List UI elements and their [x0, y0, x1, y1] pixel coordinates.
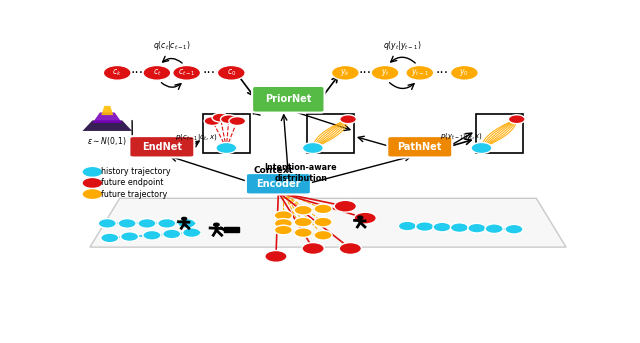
Circle shape	[216, 142, 237, 154]
Circle shape	[468, 223, 486, 233]
Circle shape	[143, 66, 171, 80]
Circle shape	[451, 66, 478, 80]
Text: future trajectory: future trajectory	[101, 190, 167, 199]
Circle shape	[100, 233, 119, 243]
Circle shape	[214, 223, 219, 226]
Circle shape	[294, 217, 312, 227]
FancyBboxPatch shape	[476, 115, 523, 153]
Text: $y_{t-1}$: $y_{t-1}$	[411, 67, 429, 78]
FancyBboxPatch shape	[129, 136, 195, 157]
Circle shape	[275, 218, 292, 228]
Circle shape	[229, 117, 246, 126]
Circle shape	[182, 228, 200, 237]
Circle shape	[103, 66, 131, 80]
Circle shape	[303, 142, 323, 154]
Circle shape	[220, 115, 237, 123]
Circle shape	[371, 66, 399, 80]
FancyBboxPatch shape	[203, 115, 250, 153]
Circle shape	[163, 229, 180, 239]
Text: PathNet: PathNet	[397, 142, 442, 152]
Circle shape	[158, 218, 176, 228]
Text: Context: Context	[253, 166, 293, 175]
Text: Intention-aware
distribution: Intention-aware distribution	[264, 163, 337, 183]
Circle shape	[398, 221, 417, 231]
Text: ···: ···	[131, 66, 143, 80]
Circle shape	[340, 115, 356, 123]
Circle shape	[485, 224, 503, 234]
Text: $y_t$: $y_t$	[381, 67, 390, 78]
Circle shape	[471, 142, 492, 154]
Circle shape	[173, 66, 200, 80]
Text: $c_t$: $c_t$	[153, 68, 161, 78]
FancyBboxPatch shape	[224, 227, 239, 233]
Circle shape	[334, 200, 356, 212]
Circle shape	[118, 218, 136, 228]
Polygon shape	[101, 106, 113, 115]
Circle shape	[339, 243, 362, 255]
Circle shape	[433, 222, 451, 232]
Polygon shape	[90, 198, 566, 247]
Text: ···: ···	[202, 66, 216, 80]
Circle shape	[314, 230, 332, 240]
Circle shape	[332, 66, 359, 80]
Circle shape	[218, 66, 245, 80]
Circle shape	[314, 217, 332, 227]
Text: history trajectory: history trajectory	[101, 167, 170, 176]
Circle shape	[358, 216, 363, 219]
Text: $c_{t-1}$: $c_{t-1}$	[178, 68, 195, 78]
Text: $p(y_{t-1}|y_t, x)$: $p(y_{t-1}|y_t, x)$	[440, 131, 483, 142]
FancyBboxPatch shape	[307, 115, 354, 153]
Circle shape	[416, 222, 434, 232]
Circle shape	[212, 113, 228, 122]
Circle shape	[143, 230, 161, 240]
Circle shape	[314, 204, 332, 214]
Polygon shape	[92, 113, 122, 123]
Circle shape	[508, 115, 525, 123]
Text: $c_k$: $c_k$	[113, 68, 122, 78]
Text: $p(c_{t-1}|c_t, x)$: $p(c_{t-1}|c_t, x)$	[175, 132, 218, 143]
Text: EndNet: EndNet	[142, 142, 182, 152]
Circle shape	[275, 211, 292, 220]
Text: ···: ···	[435, 66, 449, 80]
Circle shape	[294, 205, 312, 215]
Circle shape	[354, 212, 376, 224]
FancyBboxPatch shape	[387, 136, 452, 157]
FancyBboxPatch shape	[246, 173, 311, 194]
Text: $c_0$: $c_0$	[227, 68, 236, 78]
Text: Encoder: Encoder	[256, 179, 301, 189]
Text: $q(y_t|y_{t-1})$: $q(y_t|y_{t-1})$	[383, 39, 422, 52]
Circle shape	[302, 243, 324, 255]
Circle shape	[275, 225, 292, 235]
Text: ···: ···	[358, 66, 372, 80]
Text: $y_0$: $y_0$	[460, 67, 469, 78]
Text: $q(c_t|c_{t-1})$: $q(c_t|c_{t-1})$	[153, 39, 191, 52]
Circle shape	[99, 218, 116, 228]
Circle shape	[178, 218, 196, 228]
Circle shape	[505, 224, 523, 234]
Polygon shape	[83, 120, 132, 131]
Circle shape	[265, 250, 287, 262]
Circle shape	[138, 218, 156, 228]
Circle shape	[204, 117, 221, 126]
Circle shape	[82, 166, 103, 177]
Circle shape	[82, 177, 103, 189]
Text: $y_k$: $y_k$	[340, 67, 350, 78]
Circle shape	[82, 189, 103, 200]
Circle shape	[120, 232, 139, 241]
Circle shape	[182, 217, 187, 220]
Text: future endpoint: future endpoint	[101, 178, 163, 188]
Circle shape	[406, 66, 434, 80]
FancyBboxPatch shape	[252, 86, 324, 113]
Text: $\epsilon$$\sim$$N(0,1)$: $\epsilon$$\sim$$N(0,1)$	[87, 135, 127, 147]
Circle shape	[451, 223, 468, 233]
Circle shape	[294, 228, 312, 237]
Text: PriorNet: PriorNet	[265, 94, 312, 104]
